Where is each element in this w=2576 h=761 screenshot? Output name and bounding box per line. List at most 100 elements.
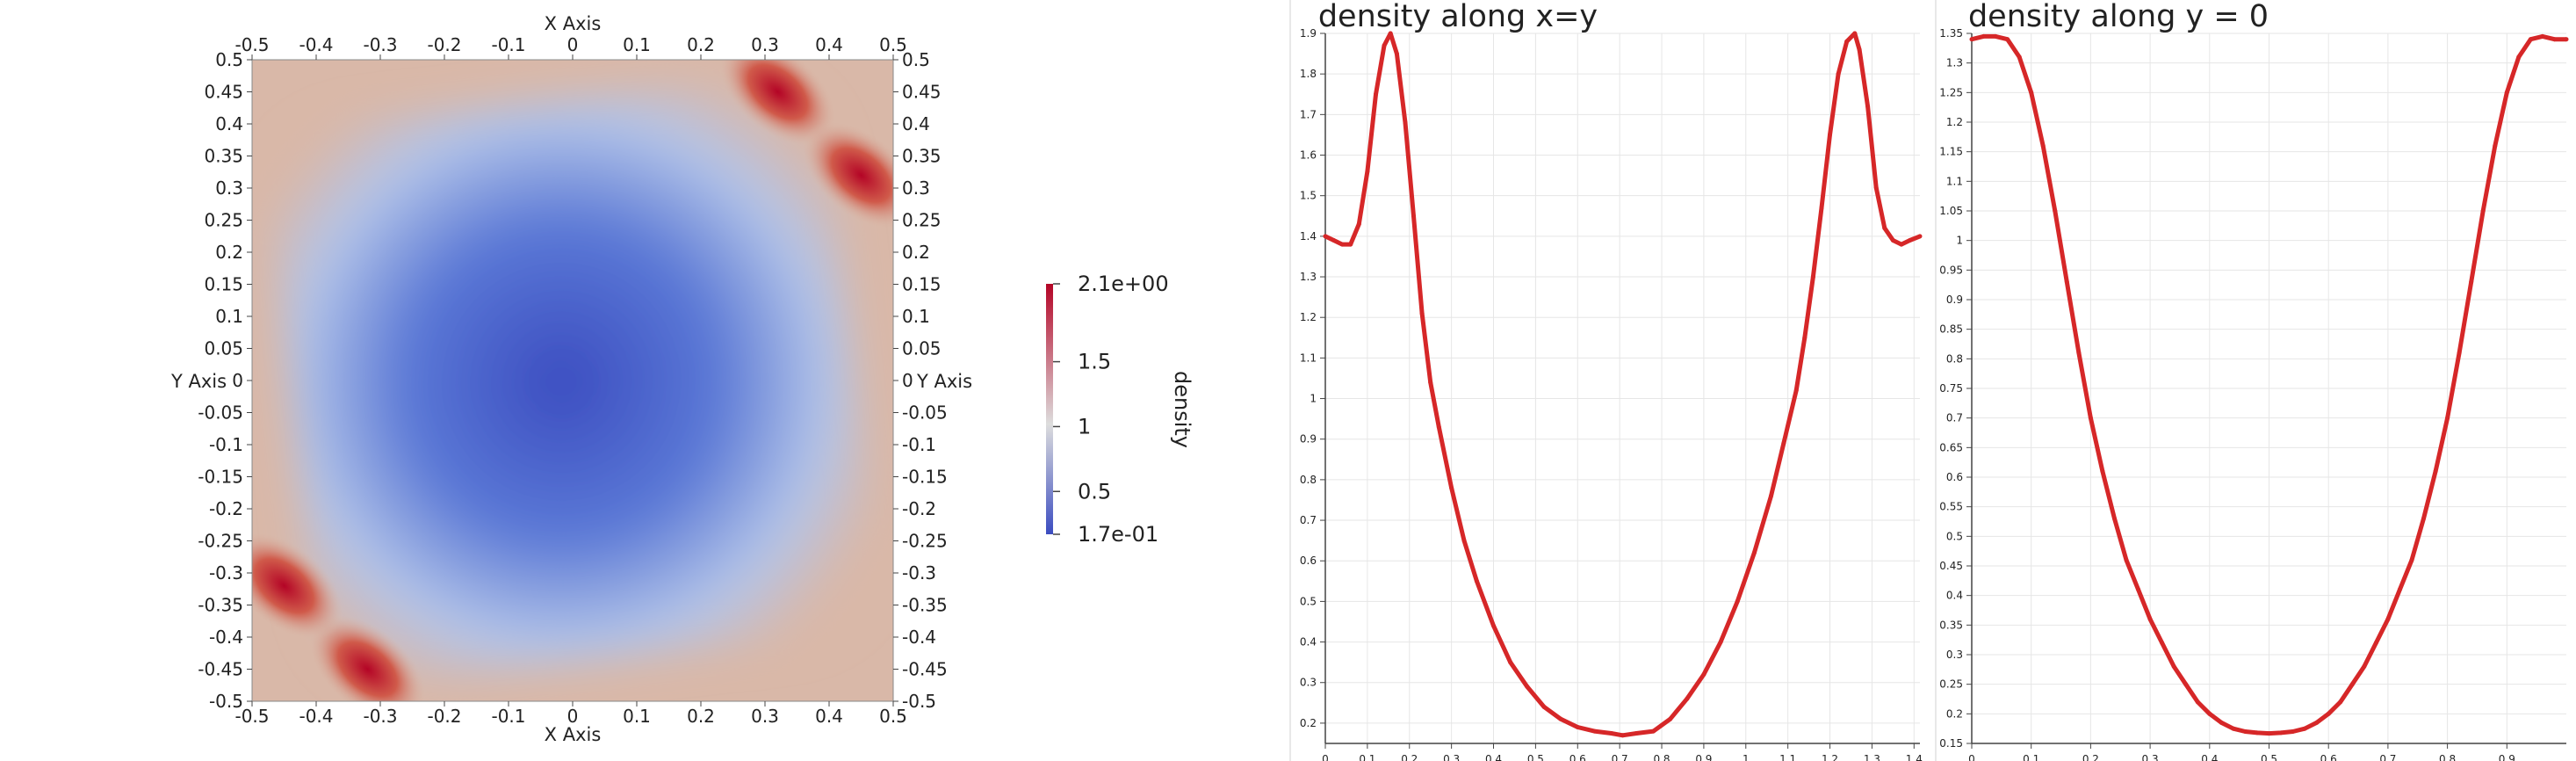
y-tick-label: 1.1	[1946, 175, 1963, 187]
heatmap-y-tick-label-left: 0	[232, 370, 243, 391]
x-tick-label: 0.2	[2082, 753, 2099, 761]
heatmap-y-tick-label-left: -0.05	[198, 402, 243, 424]
y-tick-label: 0.9	[1946, 294, 1963, 306]
data-point	[1828, 132, 1832, 137]
data-point	[2183, 682, 2189, 687]
y-tick-label: 1.05	[1939, 205, 1963, 217]
heatmap-x-tick-label-top: 0.1	[623, 34, 651, 55]
x-tick-label: 0.3	[1443, 753, 1460, 761]
x-tick-label: 0.4	[2201, 753, 2218, 761]
data-point	[2528, 37, 2533, 42]
data-point	[1575, 725, 1580, 729]
y-tick-label: 0.45	[1939, 560, 1963, 572]
data-point	[1411, 214, 1416, 219]
colorbar-tick-label: 1	[1078, 414, 1091, 438]
heatmap-y-tick-label-right: 0	[902, 370, 913, 391]
x-tick-label: 0.5	[1527, 753, 1544, 761]
data-point	[2278, 730, 2284, 736]
x-tick-label: 0.2	[1401, 753, 1418, 761]
data-point	[2242, 729, 2248, 734]
data-point	[2147, 617, 2153, 622]
x-tick-label: 0.5	[2261, 753, 2277, 761]
heatmap-hotspot	[718, 60, 837, 146]
heatmap-x-tick-label-top: -0.4	[299, 34, 333, 55]
heatmap-y-tick-label-right: -0.5	[902, 691, 936, 712]
x-tick-label: 0	[1968, 753, 1975, 761]
chart-y0-grid	[1971, 33, 2566, 744]
heatmap-x-tick-label-bottom: 0	[567, 706, 579, 727]
y-tick-label: 1.2	[1946, 116, 1963, 128]
data-point	[1339, 242, 1345, 247]
data-point	[2564, 37, 2569, 42]
data-point	[2362, 664, 2367, 669]
heatmap-x-tick-label-top: -0.1	[491, 34, 525, 55]
data-point	[1718, 640, 1723, 645]
data-point	[1419, 311, 1425, 316]
data-point	[2397, 587, 2402, 592]
data-point	[2516, 54, 2522, 60]
chart-diagonal-x-ticks: 0 0.1 0.2 0.3 0.4 0.5 0.6 0.7 0.8 0.9 1 1.1 1.2 1.3 1.…	[1322, 743, 1923, 761]
heatmap-y-tick-label-right: -0.05	[902, 402, 948, 424]
heatmap-y-tick-label-right: -0.25	[902, 531, 948, 552]
heatmap-y-tick-label-right: -0.3	[902, 562, 936, 583]
data-point	[2088, 416, 2093, 421]
data-point	[1428, 380, 1433, 385]
heatmap-hotspot	[802, 121, 893, 229]
data-point	[1331, 238, 1337, 243]
heatmap-x-tick-label-bottom: -0.2	[427, 706, 461, 727]
heatmap-x-tick-label-bottom: 0.1	[623, 706, 651, 727]
data-point	[2385, 617, 2391, 622]
data-point	[2349, 682, 2355, 687]
heatmap-x-tick-label-bottom: -0.1	[491, 706, 525, 727]
heatmap-y-tick-label-left: 0.05	[204, 338, 243, 359]
heatmap-y-tick-label-left: 0.3	[215, 178, 243, 199]
chart-y0-points	[1969, 33, 2569, 736]
data-point	[1382, 43, 1387, 48]
y-tick-label: 1.25	[1939, 86, 1963, 98]
data-point	[2136, 587, 2141, 592]
heatmap-x-tick-label-bottom: -0.4	[299, 706, 333, 727]
y-tick-label: 0.15	[1939, 737, 1963, 750]
data-point	[1981, 33, 1986, 39]
y-tick-label: 0.6	[1946, 471, 1963, 483]
x-tick-label: 1	[1743, 753, 1750, 761]
data-point	[2064, 279, 2069, 285]
chart-diagonal-y-ticks: 0.2 0.3 0.4 0.5 0.6 0.7 0.8 0.9 1 1.1 1.2 1.3 1.4 1.5…	[1300, 27, 1325, 729]
y-tick-label: 1.35	[1939, 27, 1963, 40]
heatmap-x-tick-label-bottom: -0.3	[363, 706, 397, 727]
heatmap-y-tick-label-right: -0.4	[902, 627, 936, 648]
data-point	[1844, 39, 1850, 44]
x-tick-label: 0.9	[2499, 753, 2515, 761]
heatmap-x-ticks-top: -0.5 -0.4 -0.3 -0.2 -0.1 0 0.1 0.2 0.3 0.4 0.5	[235, 34, 907, 60]
heatmap-y-ticks-right: 0.5 0.45 0.4 0.35 0.3 0.25 0.2 0.15 0.1 0.05 0 -0.0…	[893, 49, 948, 712]
data-point	[1685, 696, 1690, 701]
data-point	[1917, 234, 1923, 239]
data-point	[1819, 206, 1824, 210]
y-tick-label: 1.6	[1300, 149, 1317, 162]
colorbar-tick-label: 1.7e-01	[1078, 522, 1158, 547]
heatmap-panel: -0.5 -0.4 -0.3 -0.2 -0.1 0 0.1 0.2 0.3 0.4 0.5 -0.…	[170, 13, 1194, 745]
data-point	[2373, 641, 2378, 645]
data-point	[1890, 238, 1895, 243]
data-point	[1558, 716, 1563, 721]
heatmap-y-tick-label-left: -0.5	[209, 691, 243, 712]
heatmap-y-tick-label-left: -0.45	[198, 659, 243, 680]
heatmap-y-tick-label-left: 0.4	[215, 113, 243, 134]
heatmap-y-tick-label-left: -0.15	[198, 467, 243, 488]
heatmap-y-tick-label-right: -0.2	[902, 498, 936, 519]
data-point	[2017, 54, 2022, 60]
y-tick-label: 0.85	[1939, 323, 1963, 336]
heatmap-y-tick-label-right: 0.45	[902, 82, 942, 103]
heatmap-y-ticks-left: 0.5 0.45 0.4 0.35 0.3 0.25 0.2 0.15 0.1 0.05 0 -0.0…	[198, 49, 252, 712]
data-point	[2493, 143, 2498, 149]
data-point	[1365, 169, 1370, 174]
y-tick-label: 1.2	[1300, 311, 1317, 323]
y-tick-label: 0.8	[1946, 352, 1963, 365]
heatmap-y-tick-label-right: 0.35	[902, 146, 942, 167]
data-point	[1852, 31, 1858, 36]
y-tick-label: 1.5	[1300, 190, 1317, 202]
data-point	[1394, 51, 1399, 56]
y-tick-label: 1.8	[1300, 68, 1317, 80]
data-point	[1651, 728, 1656, 734]
chart-y0-y-ticks: 0.15 0.2 0.25 0.3 0.35 0.4 0.45 0.5 0.55 0.6 0.65 0…	[1939, 27, 1972, 750]
